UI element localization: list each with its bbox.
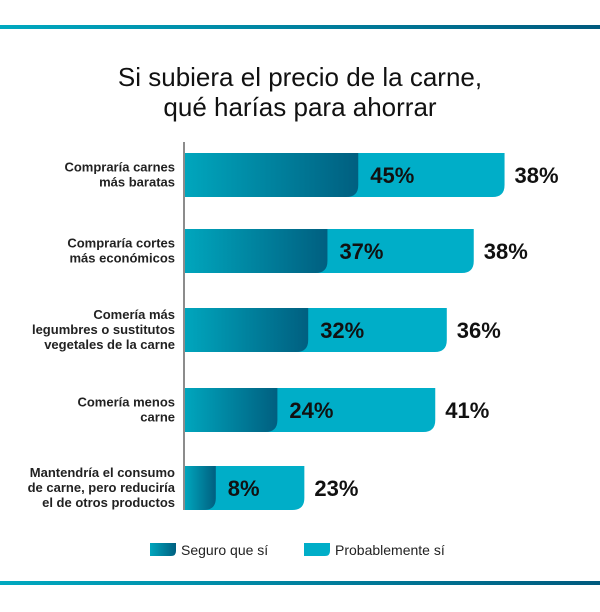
- value-label-probablemente: 36%: [457, 318, 501, 343]
- chart-title: Si subiera el precio de la carne, qué ha…: [0, 62, 600, 122]
- category-label: Comería más: [93, 307, 175, 322]
- category-label: el de otros productos: [42, 495, 175, 510]
- category-label: legumbres o sustitutos: [32, 322, 175, 337]
- category-label: Compraría carnes: [64, 160, 175, 175]
- legend-swatch: [150, 543, 176, 556]
- category-label: carne: [140, 410, 175, 425]
- value-label-probablemente: 38%: [484, 239, 528, 264]
- bar-seguro-que-si: [185, 153, 359, 197]
- category-label: Comería menos: [77, 395, 175, 410]
- title-line-1: Si subiera el precio de la carne,: [117, 62, 483, 92]
- category-label: Compraría cortes: [67, 236, 175, 251]
- value-label-seguro: 32%: [320, 318, 364, 343]
- bottom-rule: [0, 581, 600, 585]
- bar-seguro-que-si: [185, 388, 278, 432]
- category-label: más económicos: [70, 251, 176, 266]
- value-label-seguro: 37%: [339, 239, 383, 264]
- value-label-probablemente: 38%: [515, 163, 559, 188]
- value-label-seguro: 24%: [289, 398, 333, 423]
- value-label-probablemente: 23%: [314, 476, 358, 501]
- bar-seguro-que-si: [185, 466, 216, 510]
- legend-label: Probablemente sí: [335, 542, 445, 558]
- legend-label: Seguro que sí: [181, 542, 268, 558]
- value-label-seguro: 45%: [370, 163, 414, 188]
- legend-swatch: [304, 543, 330, 556]
- bar-seguro-que-si: [185, 308, 309, 352]
- top-rule: [0, 25, 600, 29]
- category-label: más baratas: [99, 175, 175, 190]
- value-label-probablemente: 41%: [445, 398, 489, 423]
- category-label: de carne, pero reduciría: [28, 480, 176, 495]
- title-line-2: qué harías para ahorrar: [163, 92, 437, 122]
- value-label-seguro: 8%: [228, 476, 260, 501]
- category-label: vegetales de la carne: [44, 337, 175, 352]
- category-label: Mantendría el consumo: [30, 465, 175, 480]
- bar-seguro-que-si: [185, 229, 328, 273]
